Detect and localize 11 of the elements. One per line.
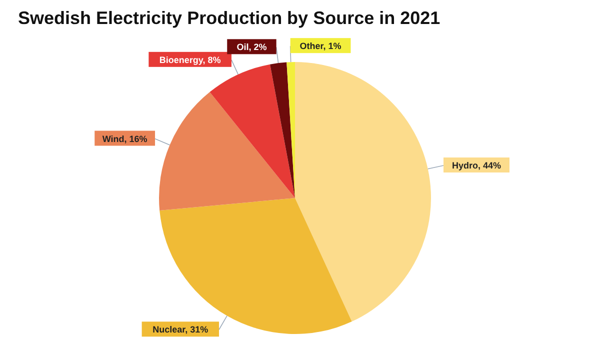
pie-slice [270,62,295,198]
pie-slice [295,62,431,322]
slice-label: Nuclear, 31% [152,324,208,335]
chart-title: Swedish Electricity Production by Source in 2021 [18,8,440,29]
slice-label: Hydro, 44% [452,160,501,170]
slice-label: Other, 1% [300,41,342,52]
slice-label: Wind, 16% [102,134,148,144]
pie-slice [210,64,295,198]
pie-slice [159,92,295,211]
slice-label: Bioenergy, 8% [159,54,221,65]
slice-label: Oil, 2% [236,42,267,52]
